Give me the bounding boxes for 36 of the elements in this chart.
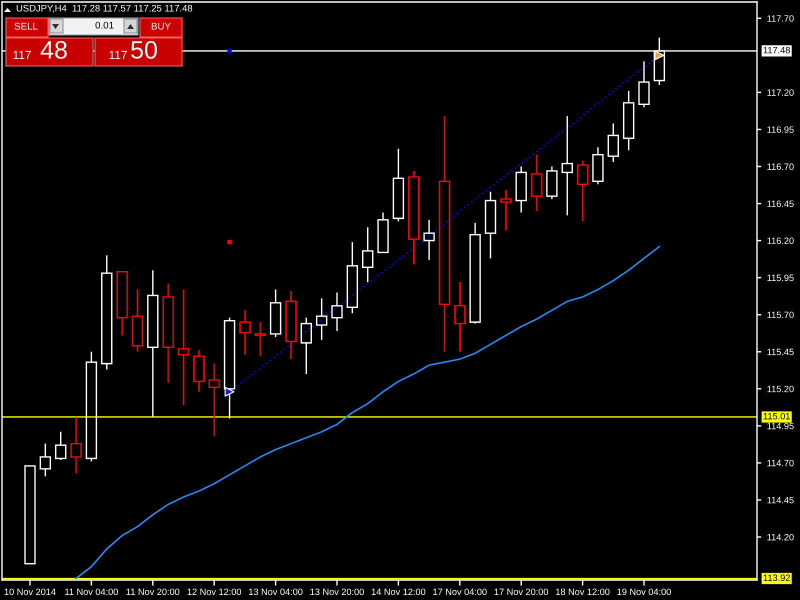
x-tick-label: 17 Nov 20:00 [494, 588, 548, 596]
y-tick-label: 114.20 [767, 534, 794, 540]
y-tick-label: 115.95 [767, 274, 794, 282]
y-tick-label: 114.70 [767, 460, 794, 466]
x-tick-label: 19 Nov 04:00 [617, 588, 671, 596]
y-tick-label: 114.95 [767, 422, 794, 430]
x-tick-label: 14 Nov 12:00 [372, 588, 426, 596]
x-tick-label: 13 Nov 04:00 [249, 588, 303, 596]
x-tick-label: 18 Nov 12:00 [556, 588, 610, 596]
ref-line-label: 117.48 [764, 46, 790, 54]
x-tick-label: 11 Nov 04:00 [65, 588, 118, 596]
y-tick-label: 114.45 [767, 496, 794, 504]
x-tick-label: 10 Nov 2014 [4, 588, 56, 596]
y-tick-label: 117.20 [767, 89, 794, 96]
ref-line-label: 113.92 [764, 574, 790, 581]
y-tick-label: 116.70 [767, 163, 794, 170]
y-tick-label: 116.45 [767, 200, 794, 207]
y-tick-label: 115.45 [767, 348, 794, 356]
x-tick-label: 17 Nov 04:00 [433, 588, 487, 596]
annotation: 117 [109, 50, 127, 60]
x-tick-label: 12 Nov 12:00 [188, 588, 242, 596]
annotation: BUY [152, 22, 171, 30]
y-tick-label: 116.95 [767, 126, 794, 133]
annotation: 50 [131, 41, 157, 59]
annotation: 0.01 [95, 22, 114, 29]
y-tick-label: 115.20 [767, 386, 794, 392]
y-tick-label: 117.70 [767, 15, 794, 22]
y-tick-label: 116.20 [767, 238, 794, 244]
annotation: 48 [40, 41, 67, 59]
chart-title: USDJPY,H4 117.28 117.57 117.25 117.48 [16, 4, 192, 13]
ref-line-label: 115.01 [764, 412, 790, 420]
x-tick-label: 11 Nov 20:00 [126, 588, 180, 596]
annotation: 117 [13, 50, 31, 60]
y-tick-label: 115.70 [767, 312, 794, 318]
annotation: SELL [14, 22, 38, 30]
x-tick-label: 13 Nov 20:00 [310, 588, 364, 596]
